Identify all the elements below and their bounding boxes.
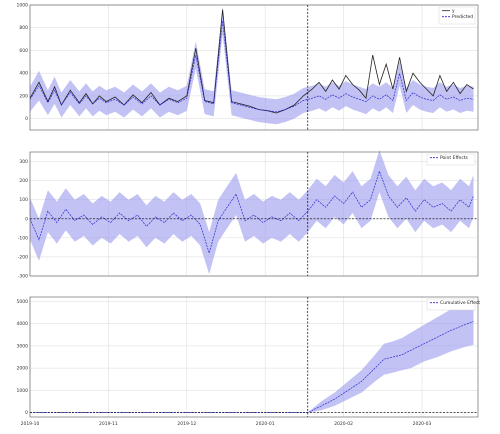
legend-label: Cumulative Effect <box>440 300 480 306</box>
series-line-predicted <box>29 20 474 113</box>
y-tick-label: -300 <box>18 274 28 280</box>
y-tick-label: 4000 <box>17 321 29 327</box>
series-line-predicted <box>29 170 474 255</box>
x-tick-label: 2020-02 <box>334 421 353 427</box>
y-tick-label: 2000 <box>17 366 29 372</box>
panel-cumulative-effect: 0 1000 2000 3000 4000 5000 Cumulative Effect 20… <box>17 296 480 427</box>
y-tick-label: 300 <box>19 159 28 165</box>
legend-label: Predicted <box>452 14 473 20</box>
y-tick-label: 0 <box>25 410 28 416</box>
confidence-band <box>30 7 474 125</box>
x-tick-label: 2019-11 <box>99 421 118 427</box>
x-tick-label: 2020-01 <box>256 421 275 427</box>
legend-box <box>438 6 476 25</box>
y-tick-label: 1000 <box>17 3 29 9</box>
y-tick-label: 400 <box>19 71 28 77</box>
y-tick-label: 200 <box>19 93 28 99</box>
y-tick-label: 1000 <box>17 388 29 394</box>
y-tick-label: 200 <box>19 178 28 184</box>
y-tick-label: 0 <box>25 116 28 122</box>
series-line-predicted <box>30 321 474 413</box>
y-tick-label: 100 <box>19 197 28 203</box>
y-tick-label: 0 <box>25 216 28 222</box>
panel-frame <box>29 296 479 418</box>
y-tick-label: 3000 <box>17 343 29 349</box>
panel-frame <box>29 4 479 131</box>
y-tick-label: 600 <box>19 48 28 54</box>
x-tick-label: 2019-12 <box>177 421 196 427</box>
confidence-band <box>30 298 474 413</box>
series-line-actual <box>29 9 474 114</box>
panel-frame <box>29 151 479 277</box>
x-tick-label: 2020-03 <box>413 421 432 427</box>
legend-box <box>426 298 476 311</box>
panel-point-effects: -300 -200 -100 0 100 200 300 Point Effects <box>18 150 479 280</box>
legend-box <box>426 153 476 166</box>
y-tick-label: 800 <box>19 25 28 31</box>
y-tick-label: -200 <box>18 254 28 260</box>
x-tick-label: 2019-10 <box>21 421 40 427</box>
y-tick-label: -100 <box>18 235 28 241</box>
confidence-band <box>30 150 474 275</box>
y-tick-label: 5000 <box>17 299 29 305</box>
legend-label: y <box>452 9 455 14</box>
legend-label: Point Effects <box>440 155 469 161</box>
